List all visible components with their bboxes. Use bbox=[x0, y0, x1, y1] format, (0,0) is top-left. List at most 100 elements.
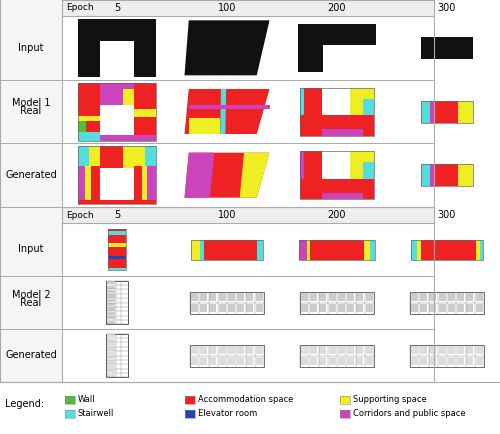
Bar bbox=[246, 304, 254, 312]
Bar bbox=[421, 101, 473, 122]
Text: 200: 200 bbox=[328, 3, 346, 13]
Bar bbox=[338, 293, 345, 301]
Bar bbox=[107, 299, 115, 302]
Bar bbox=[78, 146, 156, 168]
Bar bbox=[107, 369, 115, 372]
Bar bbox=[106, 334, 128, 377]
Bar bbox=[108, 243, 126, 247]
Text: Epoch: Epoch bbox=[66, 3, 94, 13]
Bar bbox=[256, 293, 262, 301]
Bar bbox=[107, 348, 115, 351]
Bar bbox=[411, 240, 417, 260]
Bar bbox=[476, 304, 482, 312]
Bar bbox=[190, 345, 264, 366]
Text: 100: 100 bbox=[218, 210, 236, 220]
Bar bbox=[328, 304, 336, 312]
Bar bbox=[457, 293, 464, 301]
Bar bbox=[108, 231, 126, 235]
Bar bbox=[411, 346, 418, 354]
Bar bbox=[210, 346, 216, 354]
Polygon shape bbox=[184, 153, 214, 197]
Bar bbox=[107, 286, 115, 289]
Bar bbox=[300, 151, 322, 199]
Bar bbox=[300, 345, 374, 366]
Bar bbox=[191, 346, 198, 354]
Bar bbox=[134, 108, 156, 117]
Bar bbox=[257, 240, 263, 260]
Bar bbox=[107, 361, 115, 364]
Bar bbox=[466, 346, 473, 354]
Bar bbox=[421, 101, 430, 122]
Bar bbox=[411, 293, 418, 301]
Bar bbox=[106, 281, 128, 324]
Bar bbox=[338, 346, 345, 354]
Bar bbox=[301, 293, 308, 301]
Bar bbox=[420, 293, 427, 301]
Bar bbox=[350, 88, 374, 115]
Bar bbox=[200, 357, 207, 365]
Bar bbox=[338, 304, 345, 312]
Bar bbox=[421, 164, 430, 186]
Bar bbox=[218, 304, 226, 312]
Text: Epoch: Epoch bbox=[66, 210, 94, 220]
Bar bbox=[65, 410, 75, 418]
Bar bbox=[237, 357, 244, 365]
Bar bbox=[123, 89, 134, 105]
Bar bbox=[306, 240, 310, 260]
Bar bbox=[84, 166, 100, 204]
Bar bbox=[78, 102, 100, 141]
Bar bbox=[134, 135, 156, 141]
Bar bbox=[107, 374, 115, 377]
Bar bbox=[328, 357, 336, 365]
Bar bbox=[246, 293, 254, 301]
Bar bbox=[191, 240, 263, 260]
Bar bbox=[411, 304, 418, 312]
Bar bbox=[78, 200, 156, 204]
Bar bbox=[458, 101, 473, 122]
Bar bbox=[338, 357, 345, 365]
Bar bbox=[228, 357, 235, 365]
Bar bbox=[420, 304, 427, 312]
Bar bbox=[298, 24, 376, 46]
Bar bbox=[218, 293, 226, 301]
Bar bbox=[200, 240, 204, 260]
Bar bbox=[310, 357, 317, 365]
Bar bbox=[107, 352, 115, 355]
Bar bbox=[185, 410, 195, 418]
Polygon shape bbox=[220, 89, 226, 134]
Bar bbox=[417, 240, 421, 260]
Bar bbox=[107, 308, 115, 311]
Bar bbox=[300, 88, 304, 115]
Bar bbox=[438, 293, 446, 301]
Bar bbox=[340, 410, 350, 418]
Bar bbox=[256, 357, 262, 365]
Polygon shape bbox=[184, 20, 270, 76]
Bar bbox=[65, 396, 75, 404]
Bar bbox=[218, 346, 226, 354]
Bar bbox=[210, 293, 216, 301]
Bar bbox=[107, 356, 115, 359]
Bar bbox=[191, 304, 198, 312]
Polygon shape bbox=[184, 153, 270, 197]
Bar bbox=[366, 293, 372, 301]
Bar bbox=[340, 396, 350, 404]
Bar bbox=[438, 357, 446, 365]
Bar bbox=[106, 281, 128, 324]
Text: 100: 100 bbox=[218, 3, 236, 13]
Bar bbox=[438, 346, 446, 354]
Bar bbox=[0, 207, 62, 382]
Bar bbox=[62, 207, 434, 223]
Bar bbox=[457, 357, 464, 365]
Bar bbox=[100, 146, 134, 182]
Bar bbox=[237, 293, 244, 301]
Bar bbox=[421, 101, 473, 122]
Bar bbox=[340, 410, 350, 418]
Bar bbox=[320, 346, 326, 354]
Bar bbox=[347, 304, 354, 312]
Bar bbox=[300, 179, 374, 199]
Bar bbox=[410, 345, 484, 366]
Bar bbox=[363, 162, 374, 179]
Bar bbox=[480, 240, 483, 260]
Bar bbox=[106, 334, 128, 377]
Bar bbox=[476, 240, 480, 260]
